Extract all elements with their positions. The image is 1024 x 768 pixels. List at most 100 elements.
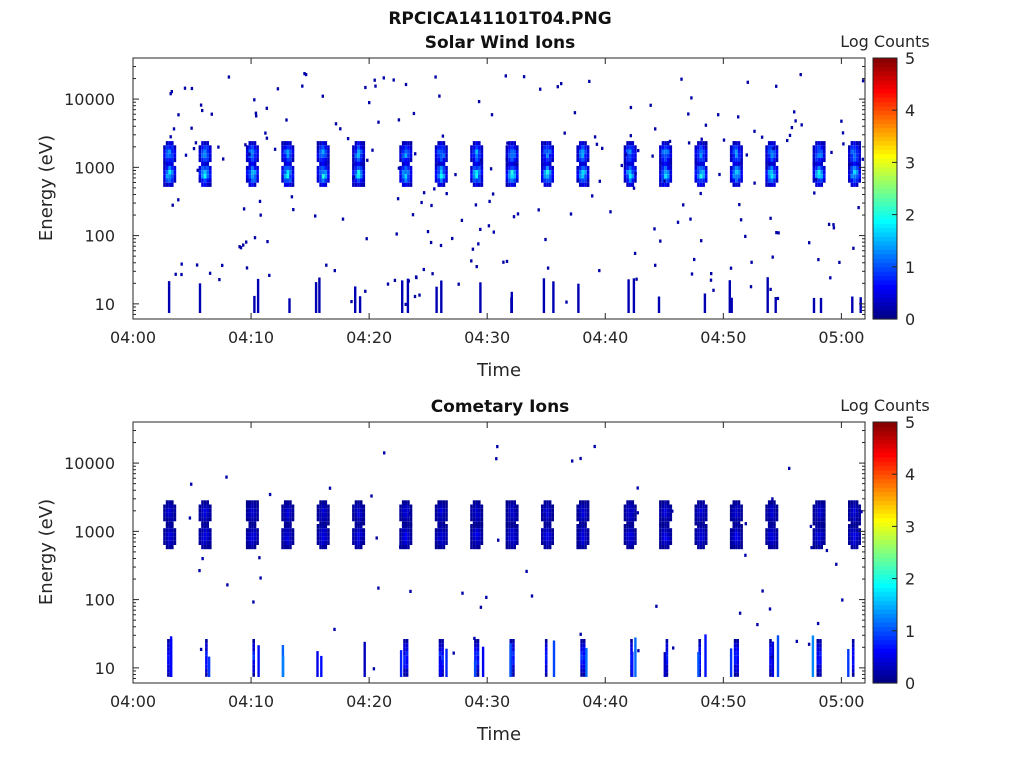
spectrogram-cell <box>357 500 360 505</box>
spectrogram-dot <box>717 113 720 117</box>
spectrogram-cell <box>551 178 554 183</box>
spectrogram-cell <box>203 545 207 550</box>
spectrogram-cell <box>698 639 701 644</box>
spectrogram-cell <box>409 524 413 529</box>
spectrogram-dot <box>588 79 591 83</box>
spectrogram-cell <box>354 524 358 529</box>
spectrogram-cell <box>253 174 257 179</box>
spectrogram-cell <box>475 178 478 183</box>
spectrogram-cell <box>541 512 544 518</box>
spectrogram-cell <box>623 536 627 541</box>
colorbar-segment <box>873 474 897 480</box>
spectrogram-cell <box>584 540 587 545</box>
spectrogram-cell <box>475 170 478 175</box>
spectrogram-cell <box>740 504 743 509</box>
spectrogram-cell <box>354 161 358 166</box>
spectrogram-cell <box>198 517 202 522</box>
spectrogram-cell <box>209 165 212 171</box>
spectrogram-cell <box>659 178 662 183</box>
spectrogram-dot <box>452 651 455 655</box>
colorbar-segment <box>873 539 897 545</box>
spectrogram-cell <box>248 157 252 163</box>
spectrogram-streak <box>704 634 707 677</box>
spectrogram-cell <box>478 512 481 518</box>
spectrogram-cell <box>168 149 171 154</box>
spectrogram-cell <box>171 521 174 526</box>
spectrogram-streak <box>281 655 285 677</box>
spectrogram-dot <box>704 123 708 127</box>
spectrogram-cell <box>480 182 484 187</box>
spectrogram-cell <box>855 512 859 518</box>
spectrogram-cell <box>437 182 440 187</box>
spectrogram-cell <box>404 145 408 150</box>
spectrogram-cell <box>735 504 738 509</box>
spectrogram-cell <box>694 178 698 183</box>
spectrogram-cell <box>352 536 355 541</box>
spectrogram-dot <box>276 87 280 91</box>
spectrogram-dot <box>744 522 747 526</box>
spectrogram-dot <box>735 502 738 506</box>
spectrogram-cell <box>732 532 736 537</box>
spectrogram-cell <box>551 165 554 171</box>
spectrogram-cell <box>765 512 768 518</box>
spectrogram-cell <box>735 182 738 187</box>
spectrogram-cell <box>171 532 174 537</box>
spectrogram-cell <box>694 536 698 541</box>
spectrogram-cell <box>404 153 408 158</box>
spectrogram-cell <box>442 182 446 187</box>
spectrogram-cell <box>576 170 579 175</box>
spectrogram-cell <box>251 521 254 526</box>
spectrogram-dot <box>392 78 395 82</box>
spectrogram-dot <box>433 187 436 191</box>
spectrogram-cell <box>579 182 582 187</box>
spectrogram-cell <box>209 174 212 179</box>
spectrogram-cell <box>252 672 255 677</box>
spectrogram-cell <box>321 545 325 550</box>
spectrogram-cell <box>253 532 257 537</box>
spectrogram-dot <box>409 511 412 515</box>
spectrogram-dot <box>264 131 267 135</box>
spectrogram-cell <box>352 540 355 545</box>
spectrogram-cell <box>544 639 548 644</box>
spectrogram-cell <box>352 153 355 158</box>
spectrogram-cell <box>163 512 166 518</box>
spectrogram-cell <box>812 540 816 545</box>
spectrogram-cell <box>405 672 409 677</box>
spectrogram-cell <box>516 157 519 163</box>
spectrogram-cell <box>198 157 202 163</box>
spectrogram-cell <box>362 165 366 171</box>
spectrogram-cell <box>476 660 480 665</box>
spectrogram-cell <box>362 149 366 154</box>
spectrogram-cell <box>171 536 174 541</box>
spectrogram-cell <box>475 165 478 171</box>
spectrogram-cell <box>767 178 771 183</box>
spectrogram-cell <box>354 508 358 513</box>
spectrogram-streak <box>730 297 733 313</box>
spectrogram-cell <box>576 145 579 150</box>
spectrogram-cell <box>327 174 330 179</box>
colorbar-segment <box>873 114 897 120</box>
spectrogram-cell <box>440 161 443 166</box>
spectrogram-cell <box>354 521 358 526</box>
spectrogram-cell <box>823 524 826 529</box>
spectrogram-cell <box>359 521 363 526</box>
spectrogram-dot <box>259 213 262 217</box>
spectrogram-dot <box>744 234 747 238</box>
spectrogram-cell <box>321 504 325 509</box>
spectrogram-cell <box>513 528 516 533</box>
spectrogram-dot <box>473 636 476 640</box>
spectrogram-cell <box>352 162 355 167</box>
spectrogram-cell <box>205 639 208 644</box>
spectrogram-cell <box>286 145 290 150</box>
colorbar-segment <box>873 301 897 307</box>
spectrogram-cell <box>409 536 413 541</box>
spectrogram-cell <box>513 161 516 166</box>
spectrogram-cell <box>357 182 360 187</box>
spectrogram-cell <box>664 174 667 179</box>
spectrogram-cell <box>848 504 851 509</box>
spectrogram-cell <box>205 664 208 669</box>
spectrogram-cell <box>548 178 552 183</box>
spectrogram-cell <box>359 170 363 175</box>
spectrogram-cell <box>324 536 328 541</box>
spectrogram-dot <box>258 556 261 560</box>
